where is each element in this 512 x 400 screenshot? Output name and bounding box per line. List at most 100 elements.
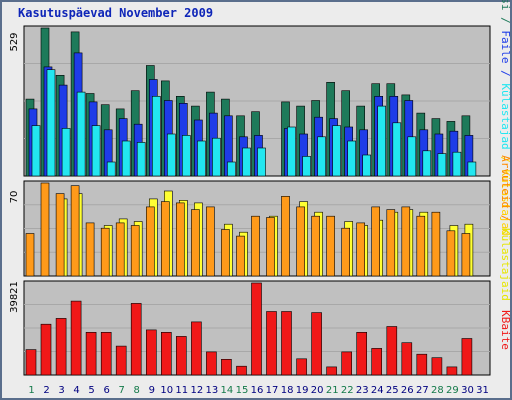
- bar-külastajad-21: [332, 125, 341, 177]
- bar-külastajad-27: [422, 150, 432, 177]
- bar-külastajad-28: [437, 153, 447, 177]
- bar-kbaite-25: [386, 326, 398, 376]
- x-tick-label-7: 7: [119, 385, 125, 396]
- bar-arvuteid-11: [176, 202, 185, 277]
- bar-arvuteid-1: [25, 233, 35, 277]
- bar-arvuteid-26: [401, 206, 411, 277]
- bar-külastajad-29: [452, 151, 462, 177]
- bar-kbaite-5: [85, 331, 97, 376]
- bar-kbaite-16: [251, 282, 262, 376]
- bar-kbaite-3: [55, 318, 67, 376]
- bar-kbaite-18: [281, 311, 292, 376]
- series-axis-label-2: Arvuteid / Külastajaid: [499, 155, 512, 301]
- bar-kbaite-27: [416, 353, 428, 376]
- bar-kbaite-13: [206, 351, 217, 376]
- x-tick-label-4: 4: [73, 385, 79, 396]
- bar-külastajad-7: [121, 140, 131, 177]
- x-tick-label-19: 19: [296, 385, 309, 396]
- bar-kbaite-30: [461, 338, 473, 376]
- bar-arvuteid-23: [356, 222, 366, 277]
- bar-kbaite-9: [146, 329, 157, 376]
- y-max-label-3: 39821: [9, 281, 20, 313]
- y-max-label-1: 529: [9, 32, 20, 51]
- bar-arvuteid-7: [115, 222, 125, 277]
- bar-külastajad-30: [467, 161, 477, 177]
- x-tick-label-17: 17: [266, 385, 279, 396]
- bar-arvuteid-3: [55, 193, 65, 277]
- bar-kbaite-22: [341, 351, 353, 376]
- x-tick-label-27: 27: [416, 385, 429, 396]
- bar-kbaite-28: [431, 357, 443, 376]
- bar-külastajad-1: [31, 125, 41, 177]
- x-tick-label-28: 28: [431, 385, 444, 396]
- x-tick-label-16: 16: [251, 385, 264, 396]
- chart-panel-3: 39821 KBaite: [9, 280, 512, 376]
- bar-külastajad-14: [227, 161, 236, 177]
- bar-arvuteid-22: [341, 227, 351, 277]
- bar-külastajad-9: [152, 96, 161, 177]
- x-tick-label-23: 23: [356, 385, 369, 396]
- bar-külastajad-22: [347, 140, 357, 177]
- bar-külastajad-18: [287, 126, 296, 177]
- bar-kbaite-26: [401, 342, 413, 376]
- x-tick-label-10: 10: [160, 385, 173, 396]
- bar-külastajad-20: [317, 136, 326, 177]
- bar-kbaite-11: [176, 336, 187, 376]
- x-tick-label-8: 8: [134, 385, 140, 396]
- bar-külastajad-3: [61, 128, 71, 177]
- bar-arvuteid-13: [206, 206, 215, 277]
- bar-külastajad-16: [257, 147, 266, 177]
- x-tick-label-29: 29: [446, 385, 459, 396]
- x-tick-label-11: 11: [175, 385, 188, 396]
- bar-arvuteid-19: [296, 206, 305, 277]
- bar-arvuteid-5: [85, 222, 95, 277]
- x-tick-label-31: 31: [476, 385, 489, 396]
- bar-külastajad-24: [377, 105, 387, 177]
- bar-kbaite-6: [100, 331, 112, 376]
- x-tick-label-6: 6: [104, 385, 110, 396]
- bar-arvuteid-27: [416, 215, 426, 277]
- bar-arvuteid-9: [146, 206, 155, 277]
- x-tick-label-1: 1: [28, 385, 34, 396]
- chart-panel-1: 529 Pöördumisi / Faile / Külastajad / Kül…: [9, 0, 512, 236]
- bar-arvuteid-10: [161, 201, 170, 277]
- x-tick-label-12: 12: [191, 385, 204, 396]
- bar-külastajad-2: [46, 69, 56, 177]
- bar-kbaite-20: [311, 312, 322, 376]
- bar-kbaite-1: [25, 349, 37, 376]
- x-tick-label-9: 9: [149, 385, 155, 396]
- bar-arvuteid-16: [251, 215, 260, 277]
- bar-külastajad-10: [167, 133, 176, 177]
- bar-külastajad-11: [182, 135, 191, 177]
- x-tick-label-25: 25: [386, 385, 399, 396]
- bar-külastajad-5: [91, 125, 101, 177]
- bar-külastajad-15: [242, 147, 251, 177]
- bar-külastajad-12: [197, 140, 206, 177]
- series-axis-label-3: KBaite: [499, 310, 512, 350]
- bar-kbaite-10: [161, 331, 172, 376]
- bar-kbaite-14: [221, 358, 232, 376]
- bar-arvuteid-30: [461, 233, 471, 277]
- bar-arvuteid-6: [100, 227, 110, 277]
- bar-arvuteid-14: [221, 229, 230, 277]
- bar-kbaite-23: [356, 331, 368, 376]
- bar-arvuteid-15: [236, 235, 245, 277]
- bar-külastajad-23: [362, 154, 372, 177]
- bar-arvuteid-28: [431, 211, 441, 277]
- bar-külastajad-13: [212, 137, 221, 177]
- bar-arvuteid-4: [70, 185, 80, 277]
- bar-külastajad-26: [407, 136, 417, 177]
- x-tick-label-30: 30: [461, 385, 474, 396]
- bar-kbaite-12: [191, 321, 202, 376]
- bar-arvuteid-24: [371, 206, 381, 277]
- bar-kbaite-17: [266, 311, 277, 376]
- bar-külastajad-8: [136, 142, 146, 177]
- x-tick-label-24: 24: [371, 385, 384, 396]
- bar-kbaite-7: [115, 345, 127, 376]
- bar-külastajad-19: [302, 156, 311, 177]
- bar-arvuteid-8: [130, 225, 140, 277]
- bar-külastajad-25: [392, 122, 402, 177]
- x-tick-label-13: 13: [206, 385, 219, 396]
- bar-külastajad-6: [106, 161, 116, 177]
